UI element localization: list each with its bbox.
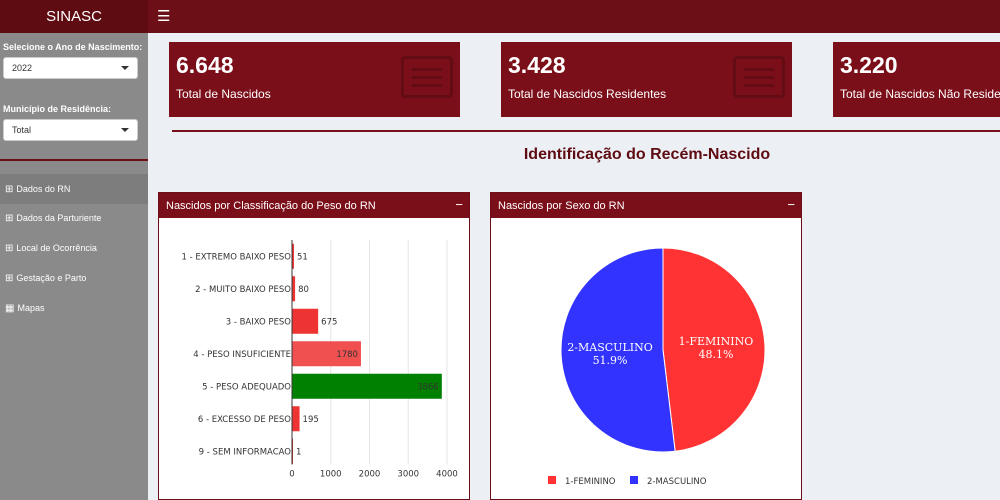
infobox-label: Total de Nascidos Residentes [508,87,667,101]
panel-header: Nascidos por Classificação do Peso do RN… [159,193,469,218]
table-icon: ⊞ [5,242,14,254]
menu-toggle-icon[interactable]: ☰ [157,8,171,25]
infobox-label: Total de Nascidos [176,87,271,101]
infobox-nascidos-residentes: 3.428 Total de Nascidos Residentes [501,42,792,117]
bar [292,373,442,399]
table-icon: ⊞ [5,212,14,224]
data-label: 1 [296,447,301,457]
data-label: 675 [321,317,337,327]
panel-sexo: Nascidos por Sexo do RN − 1-FEMININO 48.1… [490,192,802,500]
sidebar-divider [0,159,148,161]
slice-value: 48.1% [698,348,733,361]
sidebar-item-gestacao-parto[interactable]: ⊞ Gestação e Parto [0,263,148,293]
bar [292,341,361,367]
collapse-button[interactable]: − [455,197,463,212]
infobox-label: Total de Nascidos Não Residentes [840,87,1000,101]
collapse-button[interactable]: − [787,197,795,212]
x-tick-label: 1000 [320,470,342,480]
slice-label: 2-MASCULINO [567,341,652,354]
table-icon: ⊞ [5,183,14,195]
infobox-value: 3.428 [508,52,566,78]
y-tick-label: 2 - MUITO BAIXO PESO [195,285,291,295]
sidebar-item-label: Mapas [17,303,45,313]
x-tick-label: 4000 [436,470,458,480]
legend-label: 2-MASCULINO [647,477,707,487]
sidebar: Selecione o Ano de Nascimento: 2022 Muni… [0,33,148,500]
bar [292,308,319,334]
y-tick-label: 9 - SEM INFORMACAO [199,447,292,457]
legend-label: 1-FEMININO [565,477,616,487]
panel-peso: Nascidos por Classificação do Peso do RN… [158,192,470,500]
sex-pie-chart: 1-FEMININO48.1%2-MASCULINO51.9%1-FEMININ… [548,247,766,487]
list-icon [733,56,785,98]
bar [292,406,300,432]
panel-header: Nascidos por Sexo do RN − [491,193,801,218]
x-tick-label: 2000 [359,470,381,480]
weight-bar-chart: 0 1000 2000 3000 4000 1 - EXTREMO BAIXO PESO 5… [181,240,458,480]
year-label: Selecione o Ano de Nascimento: [3,42,143,52]
sidebar-item-label: Dados do RN [16,184,71,194]
panel-title: Nascidos por Sexo do RN [498,199,625,212]
top-navbar: ☰ [148,0,1000,33]
data-label: 1780 [336,350,358,360]
list-icon [401,56,453,98]
municipio-select-value: Total [12,125,32,135]
legend-swatch [548,476,556,484]
pie-slice [560,247,676,453]
x-tick-label: 3000 [397,470,419,480]
bar [292,276,296,302]
year-select-value: 2022 [12,63,33,73]
year-select[interactable]: 2022 [3,57,138,79]
sidebar-item-dados-parturiente[interactable]: ⊞ Dados da Parturiente [0,203,148,233]
municipio-label: Município de Residência: [3,104,112,114]
municipio-select[interactable]: Total [3,119,138,141]
data-label: 195 [303,415,319,425]
x-tick-label: 0 [289,470,294,480]
chevron-down-icon [121,66,129,70]
y-tick-label: 4 - PESO INSUFICIENTE [193,350,291,360]
slice-label: 1-FEMININO [679,335,754,348]
sidebar-item-mapas[interactable]: ▦ Mapas [0,293,148,323]
map-icon: ▦ [5,302,15,314]
infobox-nascidos-nao-residentes: 3.220 Total de Nascidos Não Residentes [833,42,1000,117]
y-tick-label: 6 - EXCESSO DE PESO [198,415,291,425]
y-tick-label: 5 - PESO ADEQUADO [202,382,291,392]
infobox-value: 6.648 [176,52,234,78]
sidebar-item-label: Local de Ocorrência [16,243,97,253]
chevron-down-icon [121,128,129,132]
y-tick-label: 3 - BAIXO PESO [226,317,292,327]
app-logo[interactable]: SINASC [0,0,148,33]
sidebar-item-local-ocorrencia[interactable]: ⊞ Local de Ocorrência [0,233,148,263]
section-divider [172,130,1000,132]
data-label: 51 [297,252,308,262]
panel-title: Nascidos por Classificação do Peso do RN [166,199,376,212]
sidebar-item-label: Dados da Parturiente [16,213,102,223]
infobox-value: 3.220 [840,52,898,78]
data-label: 80 [298,285,309,295]
y-tick-label: 1 - EXTREMO BAIXO PESO [181,252,291,262]
bar [292,243,294,269]
app-title: SINASC [46,8,102,25]
table-icon: ⊞ [5,272,14,284]
slice-value: 51.9% [593,354,628,367]
infobox-total-nascidos: 6.648 Total de Nascidos [169,42,460,117]
section-title: Identificação do Recém-Nascido [523,146,771,163]
pie-slice [662,247,766,452]
sidebar-item-label: Gestação e Parto [16,273,87,283]
sidebar-item-dados-rn[interactable]: ⊞ Dados do RN [0,174,148,204]
data-label: 3866 [417,382,439,392]
legend-swatch [630,476,638,484]
